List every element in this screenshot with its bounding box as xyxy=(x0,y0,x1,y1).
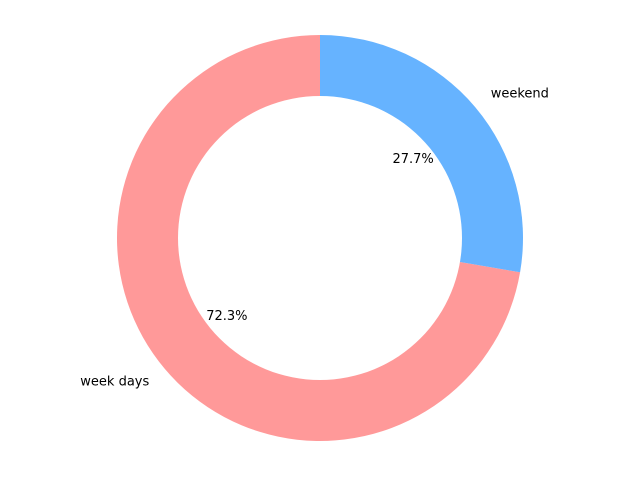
percent-label-week-days: 72.3% xyxy=(206,309,247,324)
donut-hole xyxy=(178,96,462,380)
category-label-week-days: week days xyxy=(80,374,149,389)
labels-group: week days 72.3% weekend 27.7% xyxy=(80,87,549,390)
percent-label-weekend: 27.7% xyxy=(392,152,433,167)
category-label-weekend: weekend xyxy=(491,87,549,102)
